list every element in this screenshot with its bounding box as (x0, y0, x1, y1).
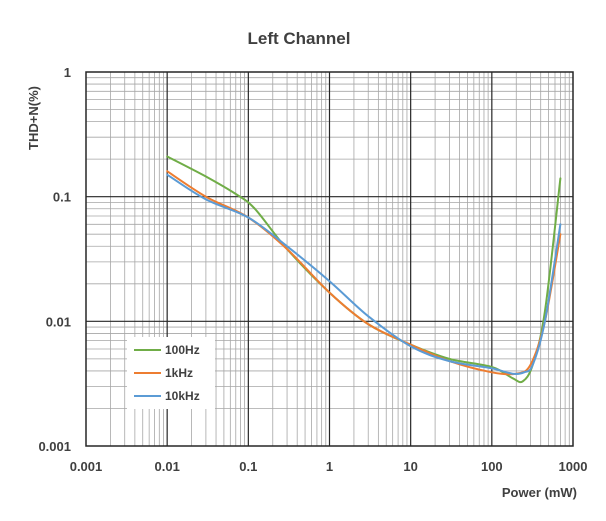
x-tick-label: 10 (403, 459, 417, 474)
legend-label: 10kHz (165, 389, 200, 403)
legend-label: 100Hz (165, 343, 200, 357)
x-tick-label: 100 (481, 459, 503, 474)
x-tick-label: 1000 (559, 459, 588, 474)
x-tick-label: 0.01 (155, 459, 180, 474)
legend-label: 1kHz (165, 366, 193, 380)
x-tick-label: 1 (326, 459, 333, 474)
x-axis-label: Power (mW) (502, 485, 577, 500)
series-lines (166, 155, 562, 384)
series-line-1khz (166, 170, 562, 376)
legend: 100Hz 1kHz 10kHz (127, 337, 215, 409)
series-line-10khz (166, 173, 562, 375)
y-tick-label: 0.1 (53, 190, 71, 205)
y-axis-label: THD+N(%) (26, 86, 41, 150)
y-tick-label: 0.001 (38, 439, 71, 454)
y-tick-label: 1 (64, 65, 71, 80)
y-tick-label: 0.01 (46, 314, 71, 329)
chart-title: Left Channel (248, 29, 351, 48)
x-tick-label: 0.001 (70, 459, 103, 474)
plot-frame (85, 71, 574, 447)
x-tick-labels: 0.001 0.01 0.1 1 10 100 1000 (70, 459, 588, 474)
grid-major (86, 72, 573, 446)
series-line-100hz (166, 155, 562, 384)
y-tick-labels: 0.001 0.01 0.1 1 (38, 65, 71, 454)
x-tick-label: 0.1 (239, 459, 257, 474)
